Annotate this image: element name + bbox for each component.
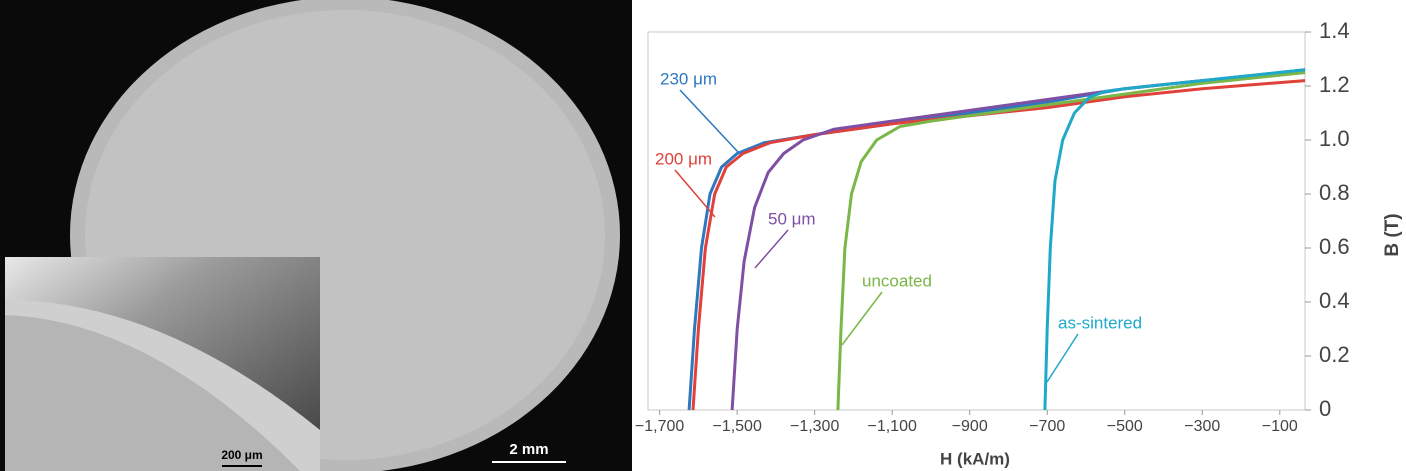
x-tick-label: −1,100 — [867, 418, 916, 435]
data-line — [689, 70, 1305, 410]
label-leader — [680, 90, 738, 152]
y-tick-label: 0.2 — [1319, 342, 1350, 367]
y-tick-label: 1.0 — [1319, 126, 1350, 151]
y-tick-label: 0.8 — [1319, 180, 1350, 205]
page: 200 μm 2 mm H (kA/m) B (T) −1,700 −1,500 −… — [0, 0, 1406, 471]
label-leader — [1047, 334, 1078, 382]
x-tick-label: −1,300 — [790, 418, 839, 435]
series-label: uncoated — [862, 271, 932, 290]
x-tick-label: −900 — [952, 418, 988, 435]
scale-label: 2 mm — [509, 441, 548, 458]
x-tick-label: −1,700 — [635, 418, 684, 435]
micrograph: 200 μm 2 mm — [0, 0, 632, 471]
y-tick-label: 0.6 — [1319, 234, 1350, 259]
inset-scale-label: 200 μm — [221, 448, 262, 462]
x-tick-label: −1,500 — [712, 418, 761, 435]
y-axis-title: B (T) — [1382, 213, 1403, 256]
label-leader — [755, 230, 788, 268]
data-line — [732, 73, 1305, 411]
data-line — [1045, 70, 1305, 410]
series-label: as-sintered — [1058, 313, 1142, 332]
label-leader — [842, 292, 882, 345]
y-tick-label: 0 — [1319, 396, 1331, 421]
x-axis-title: H (kA/m) — [940, 449, 1010, 468]
figure: 200 μm 2 mm H (kA/m) B (T) −1,700 −1,500 −… — [0, 0, 1406, 471]
x-tick-label: −700 — [1029, 418, 1065, 435]
x-tick-label: −300 — [1184, 418, 1220, 435]
y-tick-label: 1.4 — [1319, 18, 1350, 43]
y-tick-label: 0.4 — [1319, 288, 1350, 313]
series-label: 50 μm — [768, 209, 816, 228]
chart: H (kA/m) B (T) −1,700 −1,500 −1,300 −1,100 −… — [635, 18, 1403, 469]
series-label: 200 μm — [655, 149, 712, 168]
series-label: 230 μm — [660, 69, 717, 88]
x-tick-label: −100 — [1262, 418, 1298, 435]
x-tick-label: −500 — [1107, 418, 1143, 435]
y-tick-label: 1.2 — [1319, 72, 1350, 97]
data-line — [693, 81, 1305, 410]
